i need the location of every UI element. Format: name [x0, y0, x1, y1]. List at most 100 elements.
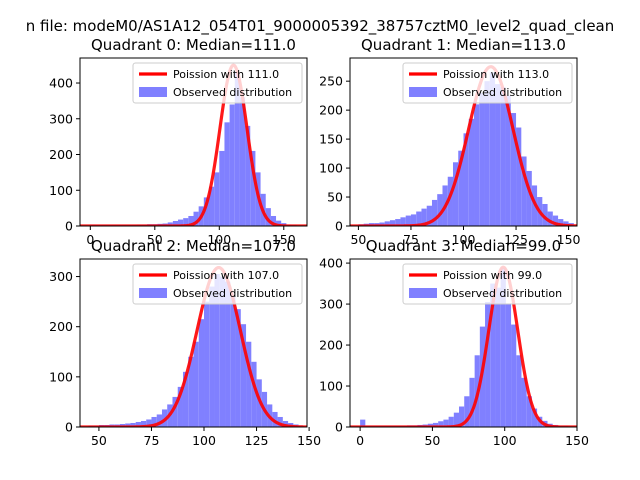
hist-bar	[438, 421, 444, 427]
hist-bar	[464, 396, 470, 427]
y-tick-label: 50	[327, 190, 343, 205]
legend-observed-swatch	[139, 288, 167, 298]
hist-bar	[276, 220, 282, 226]
hist-bar	[463, 133, 469, 226]
hist-bar	[265, 208, 271, 226]
hist-bar	[188, 215, 194, 226]
y-tick-label: 200	[49, 319, 73, 334]
subplot-title: Quadrant 2: Median=107.0	[91, 237, 296, 255]
hist-bar	[130, 422, 136, 427]
hist-bar	[531, 408, 538, 427]
hist-bar	[458, 150, 464, 226]
x-tick-label: 50	[91, 433, 107, 448]
hist-bar	[400, 217, 406, 226]
poisson-fit-line	[80, 63, 307, 226]
x-tick-label: 150	[565, 433, 589, 448]
y-tick-label: 100	[319, 161, 343, 176]
subplot-quadrant-0: 0 50 100 150 0 100 200 300 400 Quadrant 0: Median…	[49, 36, 308, 247]
legend-observed-swatch	[409, 288, 437, 298]
hist-bar	[405, 215, 411, 226]
hist-bar	[453, 412, 460, 427]
hist-bar	[447, 176, 453, 226]
hist-bar	[251, 361, 257, 427]
hist-bar	[474, 104, 480, 226]
hist-bar	[379, 222, 385, 226]
hist-bar	[416, 211, 422, 226]
hist-bar	[432, 422, 439, 427]
hist-bar	[389, 220, 396, 226]
y-tick-label: 0	[65, 420, 73, 435]
legend: Poission with 111.0 Observed distribution	[132, 62, 303, 104]
x-tick-label: 125	[245, 433, 269, 448]
y-tick-label: 100	[319, 379, 343, 394]
hist-bar	[229, 104, 235, 226]
hist-bar	[219, 276, 226, 427]
hist-bar	[239, 97, 246, 226]
legend: Poission with 107.0 Observed distribution	[132, 263, 303, 305]
hist-bar	[526, 396, 532, 427]
hist-bar	[395, 219, 401, 226]
hist-bar	[452, 162, 459, 226]
hist-bar	[193, 211, 199, 226]
hist-bar	[177, 386, 183, 427]
hist-bar	[246, 341, 252, 427]
subplot-title: Quadrant 1: Median=113.0	[361, 36, 566, 54]
y-tick-label: 0	[335, 420, 343, 435]
hist-bar	[214, 274, 220, 427]
hist-bar	[427, 423, 433, 427]
hist-bar	[448, 416, 454, 427]
legend-box	[132, 263, 303, 305]
axes-frame	[349, 258, 578, 428]
x-tick-label: 75	[144, 433, 160, 448]
x-tick-label: 50	[350, 232, 366, 247]
hist-bar	[225, 281, 231, 427]
hist-bar	[188, 356, 194, 427]
hist-bar	[167, 222, 173, 226]
hist-bar	[510, 113, 517, 226]
legend-observed-swatch	[139, 87, 167, 97]
hist-bar	[135, 421, 141, 427]
hist-bar	[198, 319, 205, 427]
poisson-fit-line	[80, 265, 307, 427]
hist-bar	[495, 287, 501, 427]
hist-bar	[485, 302, 491, 427]
legend-box	[402, 62, 573, 104]
legend-fit-label: Poission with 111.0	[173, 68, 279, 81]
hist-bar	[178, 219, 184, 226]
y-tick-label: 100	[49, 183, 73, 198]
hist-bar	[172, 220, 179, 226]
legend-observed-swatch	[409, 87, 437, 97]
y-tick-label: 0	[335, 219, 343, 234]
y-tick-label: 300	[319, 297, 343, 312]
hist-bar	[468, 118, 475, 226]
hist-bar	[146, 419, 152, 427]
hist-bar	[193, 341, 199, 427]
legend: Poission with 99.0 Observed distribution	[402, 263, 573, 305]
legend-observed-label: Observed distribution	[443, 86, 562, 99]
hist-bar	[208, 186, 215, 226]
hist-bar	[203, 197, 209, 226]
hist-bar	[516, 127, 522, 226]
hist-bar	[495, 84, 501, 226]
hist-bar	[219, 150, 225, 226]
x-tick-label: 100	[192, 433, 216, 448]
hist-bar	[552, 215, 559, 226]
legend-fit-label: Poission with 113.0	[443, 68, 549, 81]
hist-bar	[204, 301, 210, 427]
hist-bar	[277, 416, 283, 427]
subplot-title: Quadrant 3: Median=99.0	[366, 237, 561, 255]
hist-bar	[500, 267, 506, 427]
hist-bar	[521, 377, 527, 427]
subplot-grid: 0 50 100 150 0 100 200 300 400 Quadrant 0: Median…	[49, 36, 589, 448]
hist-bar	[272, 411, 278, 427]
x-tick-label: 0	[356, 433, 364, 448]
hist-bar	[431, 199, 438, 226]
hist-bar	[250, 150, 256, 226]
subplot-title: Quadrant 0: Median=111.0	[91, 36, 296, 54]
hist-bar	[410, 214, 417, 226]
hist-bar	[500, 86, 506, 226]
y-tick-label: 100	[49, 369, 73, 384]
subplot-quadrant-3: 0 50 100 150 0 100 200 300 400 Quadrant 3: Median…	[319, 237, 589, 448]
x-tick-label: 50	[147, 232, 163, 247]
